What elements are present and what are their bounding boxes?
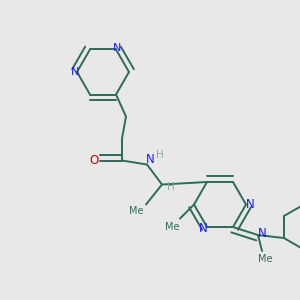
Text: O: O [89, 154, 99, 167]
Text: N: N [146, 153, 154, 166]
Text: N: N [113, 44, 121, 53]
Text: N: N [246, 198, 254, 211]
Text: H: H [156, 149, 164, 160]
Text: Me: Me [258, 254, 272, 264]
Text: N: N [199, 221, 207, 235]
Text: N: N [71, 67, 79, 77]
Text: N: N [258, 226, 266, 239]
Text: H: H [167, 182, 175, 191]
Text: Me: Me [129, 206, 143, 215]
Text: Me: Me [165, 221, 179, 232]
